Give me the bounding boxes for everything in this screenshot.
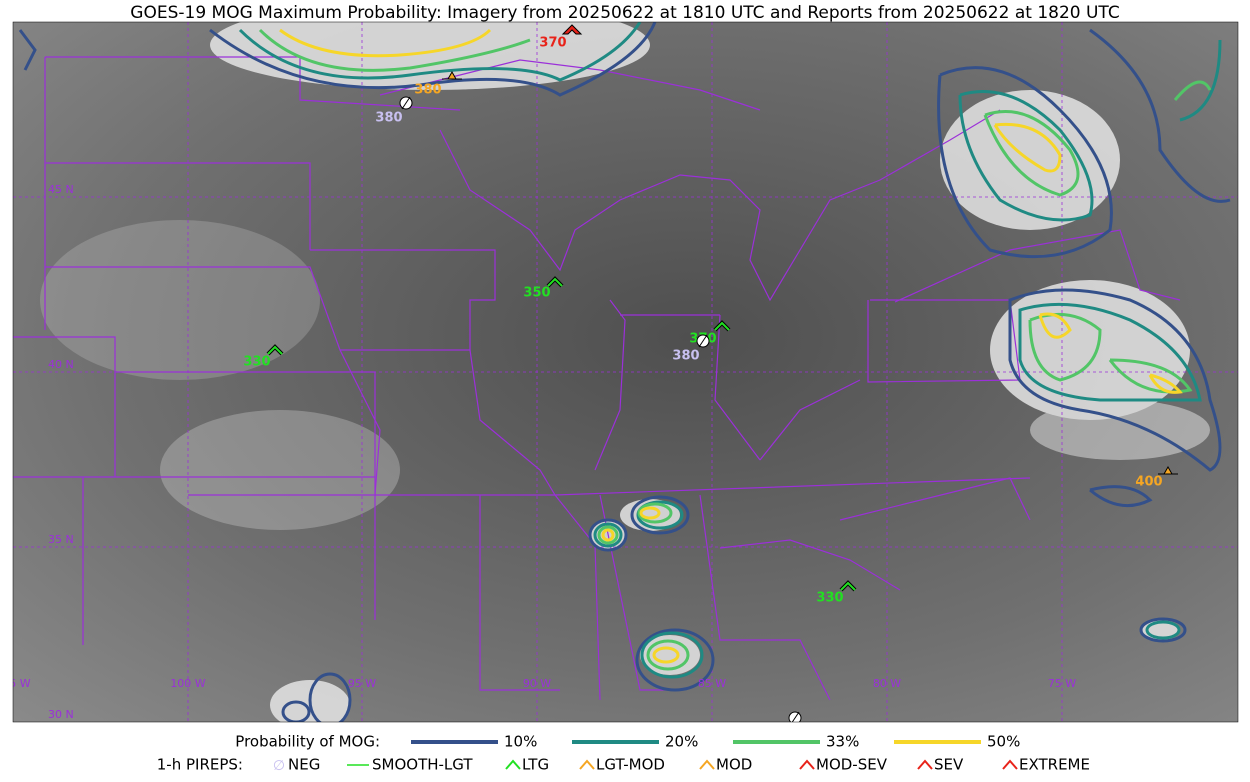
longitude-label: 100 W <box>170 677 205 690</box>
pirep-symbol <box>561 24 583 35</box>
title: GOES-19 MOG Maximum Probability: Imagery… <box>130 3 1119 23</box>
legend-symbol <box>505 759 521 770</box>
legend-label: MOD <box>716 756 752 774</box>
pirep-symbol <box>791 711 800 722</box>
latitude-label: 40 N <box>48 358 74 371</box>
legend-symbol <box>799 759 815 770</box>
legend-label: 10% <box>504 733 537 751</box>
pirep-altitude: 380 <box>375 111 402 126</box>
longitude-label: 85 W <box>698 677 726 690</box>
pirep-altitude: 400 <box>1135 475 1162 490</box>
legend-label: EXTREME <box>1019 756 1090 774</box>
pirep-altitude: 370 <box>539 36 566 51</box>
graticule <box>13 22 1238 722</box>
legend-label: SMOOTH-LGT <box>372 756 473 774</box>
legend-symbol <box>699 759 715 770</box>
legend-symbol <box>579 759 595 770</box>
pirep-symbol <box>442 70 462 80</box>
legend: Probability of MOG: 10% 20% 33% 50% 1-h PIREP… <box>157 733 1090 775</box>
legend-symbol: ∅ <box>273 758 285 774</box>
map: 45 N 40 N 35 N 30 N 105 W 100 W 95 W 90 W 85 W 80… <box>0 22 1238 722</box>
pirep-altitude: 380 <box>414 83 441 98</box>
latitude-label: 45 N <box>48 183 74 196</box>
legend-label: 50% <box>987 733 1020 751</box>
longitude-label: 75 W <box>1048 677 1076 690</box>
pirep-symbol <box>1158 465 1178 475</box>
pirep-symbol <box>840 581 856 591</box>
legend-symbol <box>1002 759 1018 770</box>
latitude-label: 30 N <box>48 708 74 721</box>
legend-label: LTG <box>522 756 549 774</box>
boundaries <box>13 56 1181 701</box>
legend-label: SEV <box>934 756 964 774</box>
legend-label: MOD-SEV <box>816 756 888 774</box>
legend-title: Probability of MOG: <box>235 733 380 751</box>
longitude-label: 95 W <box>348 677 376 690</box>
geo-labels: 45 N 40 N 35 N 30 N 105 W 100 W 95 W 90 W 85 W 80… <box>0 183 1076 721</box>
map-border <box>12 21 1239 723</box>
latitude-label: 35 N <box>48 533 74 546</box>
pirep-altitude: 350 <box>523 286 550 301</box>
legend-title: 1-h PIREPS: <box>157 756 243 774</box>
pirep-altitude: 380 <box>672 349 699 364</box>
legend-label: 33% <box>826 733 859 751</box>
longitude-label: 80 W <box>873 677 901 690</box>
pirep-symbol <box>547 277 563 287</box>
pirep-altitude: 330 <box>243 355 270 370</box>
longitude-label: 105 W <box>0 677 31 690</box>
legend-label: LGT-MOD <box>596 756 665 774</box>
legend-symbol <box>917 759 933 770</box>
pirep-symbol <box>714 321 730 331</box>
pirep-symbol <box>401 96 411 110</box>
pireps: 380380370350330370380400330330 <box>243 24 1178 722</box>
pirep-symbol <box>267 345 283 355</box>
mog-contours <box>18 22 1231 722</box>
legend-label: NEG <box>288 756 320 774</box>
longitude-label: 90 W <box>523 677 551 690</box>
pirep-symbol <box>788 711 802 722</box>
pirep-altitude: 330 <box>816 591 843 606</box>
legend-label: 20% <box>665 733 698 751</box>
pirep-symbol <box>698 334 708 348</box>
